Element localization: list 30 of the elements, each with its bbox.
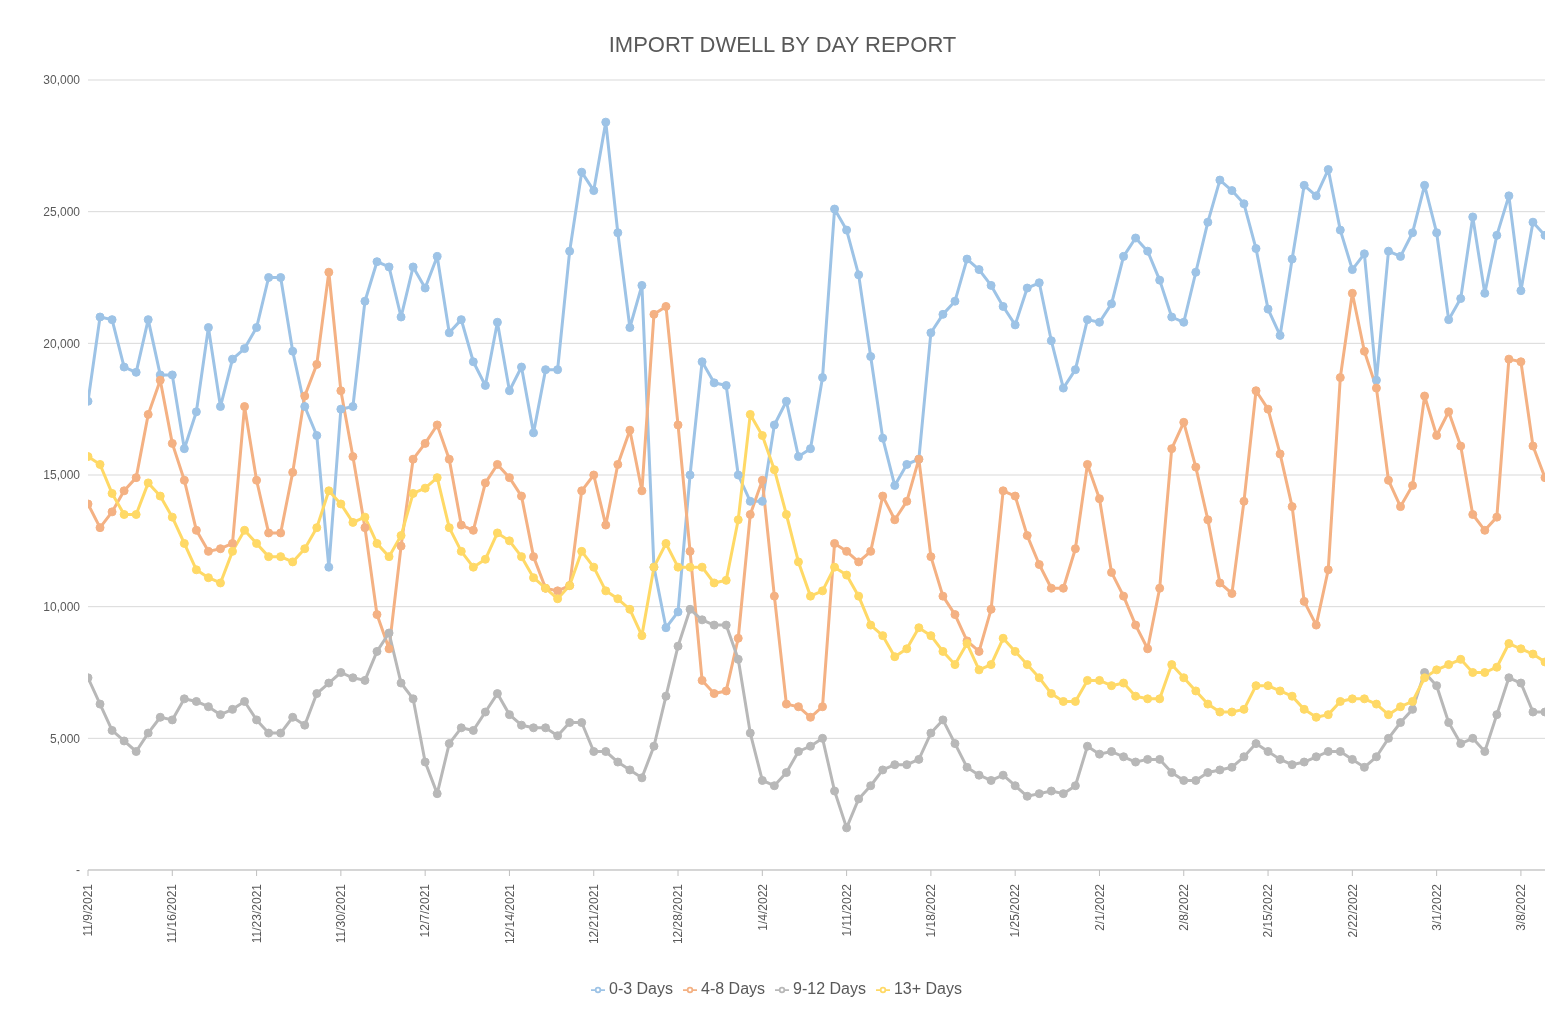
x-tick-label: 3/8/2022 <box>1514 883 1529 931</box>
x-tick-label: 11/9/2021 <box>81 883 96 937</box>
legend-label: 13+ Days <box>893 980 963 997</box>
x-tick-label: 11/16/2021 <box>165 883 180 944</box>
x-tick-label: 2/8/2022 <box>1176 883 1191 931</box>
x-tick-label: 2/22/2022 <box>1345 883 1360 938</box>
x-tick-label: 12/14/2021 <box>502 883 517 945</box>
x-tick-label: 3/1/2022 <box>1429 883 1444 931</box>
y-tick-label: 5,000 <box>49 731 81 746</box>
x-tick-label: 12/28/2021 <box>671 883 686 945</box>
x-tick-label: 1/25/2022 <box>1008 883 1023 938</box>
x-tick-label: 12/21/2021 <box>586 883 601 945</box>
x-tick-label: 2/15/2022 <box>1261 883 1276 938</box>
y-tick-label: 20,000 <box>43 336 81 351</box>
x-tick-label: 1/11/2022 <box>839 883 854 937</box>
legend-label: 4-8 Days <box>701 980 766 997</box>
x-tick-label: 11/30/2021 <box>334 883 349 944</box>
x-tick-label: 1/18/2022 <box>924 883 939 938</box>
legend-label: 0-3 Days <box>608 980 674 997</box>
legend-label: 9-12 Days <box>793 980 866 997</box>
x-tick-label: 12/7/2021 <box>418 883 433 938</box>
y-tick-label: 30,000 <box>43 73 81 88</box>
x-tick-label: 2/1/2022 <box>1092 883 1107 931</box>
y-tick-label: 10,000 <box>43 599 81 614</box>
y-tick-label: 15,000 <box>43 468 81 483</box>
x-tick-label: 11/23/2021 <box>249 883 264 944</box>
chart-title: IMPORT DWELL BY DAY REPORT <box>607 31 958 59</box>
y-tick-label: 25,000 <box>43 204 81 219</box>
y-tick-label: - <box>76 863 80 878</box>
x-tick-label: 1/4/2022 <box>755 883 770 931</box>
